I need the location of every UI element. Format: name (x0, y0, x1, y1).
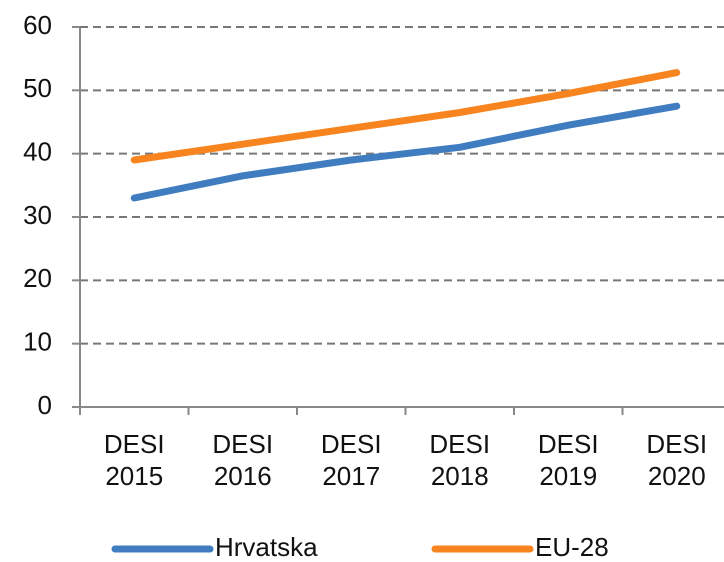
y-tick-label: 60 (23, 10, 52, 40)
x-tick-label: DESI 2018 (429, 429, 491, 491)
x-tick-label: DESI 2016 (212, 429, 274, 491)
series-line (130, 69, 681, 164)
legend-label: Hrvatska (215, 532, 318, 562)
x-tick-label: DESI 2017 (320, 429, 382, 491)
y-tick-label: 0 (38, 390, 52, 420)
x-tick-label: DESI 2020 (646, 429, 708, 491)
x-tick-label: DESI 2015 (103, 429, 165, 491)
x-tick-label: DESI 2019 (537, 429, 599, 491)
y-tick-label: 10 (23, 327, 52, 357)
y-tick-label: 20 (23, 263, 52, 293)
y-tick-label: 50 (23, 73, 52, 103)
y-tick-label: 30 (23, 200, 52, 230)
y-tick-label: 40 (23, 137, 52, 167)
series-line (130, 102, 681, 202)
legend-label: EU-28 (535, 532, 609, 562)
